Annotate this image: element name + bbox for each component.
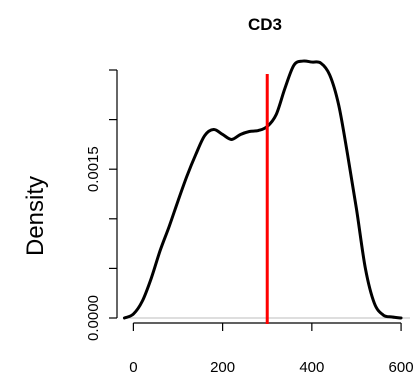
- x-tick-label: 200: [210, 359, 235, 376]
- x-tick-label: 0: [129, 359, 137, 376]
- y-axis-label: Density: [22, 176, 49, 256]
- chart-title: CD3: [248, 15, 282, 34]
- x-tick-label: 400: [299, 359, 324, 376]
- density-curve: [122, 59, 403, 320]
- plot-area: 0 200 400 600 0.0000 0.0015: [85, 59, 414, 376]
- y-tick-label: 0.0015: [85, 146, 102, 192]
- y-tick-label: 0.0000: [85, 295, 102, 341]
- x-tick-label: 600: [389, 359, 414, 376]
